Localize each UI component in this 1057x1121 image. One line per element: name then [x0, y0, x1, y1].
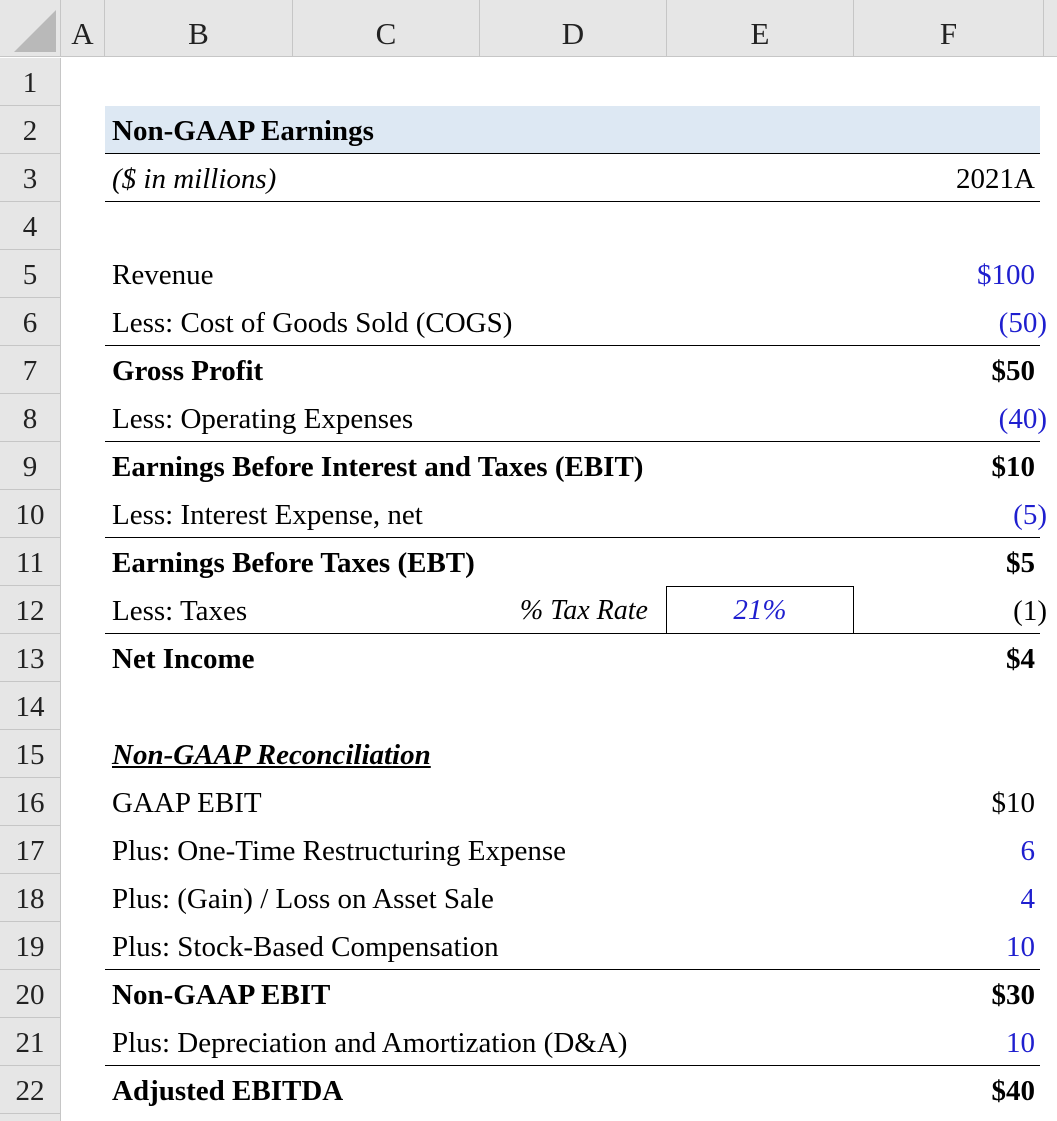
row-header-5[interactable]: 5: [0, 250, 61, 298]
ebt-value[interactable]: $5: [1006, 547, 1035, 579]
asset-sale-label[interactable]: Plus: (Gain) / Loss on Asset Sale: [112, 883, 494, 915]
taxes-value[interactable]: (1): [1013, 595, 1047, 627]
row-header-6[interactable]: 6: [0, 298, 61, 346]
row-header-9[interactable]: 9: [0, 442, 61, 490]
column-header-b[interactable]: B: [105, 0, 293, 57]
opex-value[interactable]: (40): [998, 403, 1047, 435]
row-header-3[interactable]: 3: [0, 154, 61, 202]
column-header-e[interactable]: E: [667, 0, 854, 57]
non-gaap-ebit-label[interactable]: Non-GAAP EBIT: [112, 979, 331, 1011]
adj-ebitda-value[interactable]: $40: [991, 1075, 1036, 1107]
ebit-border: [105, 441, 1040, 442]
ebt-border: [105, 537, 1040, 538]
column-header-a[interactable]: A: [61, 0, 105, 57]
row-header-overflow: [0, 1114, 61, 1121]
row-header-16[interactable]: 16: [0, 778, 61, 826]
non-gaap-ebit-value[interactable]: $30: [991, 979, 1036, 1011]
sbc-value[interactable]: 10: [1006, 931, 1035, 963]
row-header-4[interactable]: 4: [0, 202, 61, 250]
ebit-value[interactable]: $10: [991, 451, 1036, 483]
row-header-14[interactable]: 14: [0, 682, 61, 730]
gaap-ebit-value[interactable]: $10: [991, 787, 1036, 819]
row-header-2[interactable]: 2: [0, 106, 61, 154]
interest-value[interactable]: (5): [1013, 499, 1047, 531]
row-header-8[interactable]: 8: [0, 394, 61, 442]
header-underline: [105, 201, 1040, 202]
tax-rate-label[interactable]: % Tax Rate: [519, 595, 648, 626]
opex-label[interactable]: Less: Operating Expenses: [112, 403, 414, 435]
cogs-label[interactable]: Less: Cost of Goods Sold (COGS): [112, 307, 513, 339]
restructuring-value[interactable]: 6: [1020, 835, 1036, 867]
units-label[interactable]: ($ in millions): [112, 163, 277, 195]
ebt-label[interactable]: Earnings Before Taxes (EBT): [112, 547, 475, 579]
row-header-17[interactable]: 17: [0, 826, 61, 874]
revenue-label[interactable]: Revenue: [112, 259, 214, 291]
select-all-triangle-icon: [14, 10, 56, 52]
row-header-21[interactable]: 21: [0, 1018, 61, 1066]
net-income-border: [105, 633, 1040, 634]
column-header-overflow: [1044, 0, 1057, 57]
sheet-title[interactable]: Non-GAAP Earnings: [112, 115, 374, 147]
row-header-1[interactable]: 1: [0, 58, 61, 106]
row-header-12[interactable]: 12: [0, 586, 61, 634]
period-header[interactable]: 2021A: [956, 163, 1035, 195]
row-header-20[interactable]: 20: [0, 970, 61, 1018]
sbc-label[interactable]: Plus: Stock-Based Compensation: [112, 931, 499, 963]
select-all-corner[interactable]: [0, 0, 61, 57]
da-value[interactable]: 10: [1006, 1027, 1035, 1059]
row-header-22[interactable]: 22: [0, 1066, 61, 1114]
column-header-c[interactable]: C: [293, 0, 480, 57]
gross-profit-border: [105, 345, 1040, 346]
taxes-label[interactable]: Less: Taxes: [112, 595, 248, 627]
reconciliation-header[interactable]: Non-GAAP Reconciliation: [112, 739, 431, 771]
gaap-ebit-label[interactable]: GAAP EBIT: [112, 787, 262, 819]
asset-sale-value[interactable]: 4: [1020, 883, 1036, 915]
restructuring-label[interactable]: Plus: One-Time Restructuring Expense: [112, 835, 567, 867]
tax-rate-input[interactable]: 21%: [666, 586, 854, 634]
gross-profit-value[interactable]: $50: [991, 355, 1036, 387]
gross-profit-label[interactable]: Gross Profit: [112, 355, 264, 387]
adj-ebitda-label[interactable]: Adjusted EBITDA: [112, 1075, 344, 1107]
column-header-d[interactable]: D: [480, 0, 667, 57]
row-header-18[interactable]: 18: [0, 874, 61, 922]
row-header-19[interactable]: 19: [0, 922, 61, 970]
cogs-value[interactable]: (50): [998, 307, 1047, 339]
da-label[interactable]: Plus: Depreciation and Amortization (D&A…: [112, 1027, 628, 1059]
adj-ebitda-border: [105, 1065, 1040, 1066]
column-header-f[interactable]: F: [854, 0, 1044, 57]
row-header-11[interactable]: 11: [0, 538, 61, 586]
title-band: [105, 106, 1040, 154]
net-income-value[interactable]: $4: [1006, 643, 1035, 675]
ebit-label[interactable]: Earnings Before Interest and Taxes (EBIT…: [112, 451, 644, 483]
net-income-label[interactable]: Net Income: [112, 643, 255, 675]
row-header-13[interactable]: 13: [0, 634, 61, 682]
revenue-value[interactable]: $100: [977, 259, 1035, 291]
non-gaap-ebit-border: [105, 969, 1040, 970]
row-header-7[interactable]: 7: [0, 346, 61, 394]
interest-label[interactable]: Less: Interest Expense, net: [112, 499, 423, 531]
row-header-10[interactable]: 10: [0, 490, 61, 538]
row-header-15[interactable]: 15: [0, 730, 61, 778]
title-underline: [105, 153, 1040, 154]
